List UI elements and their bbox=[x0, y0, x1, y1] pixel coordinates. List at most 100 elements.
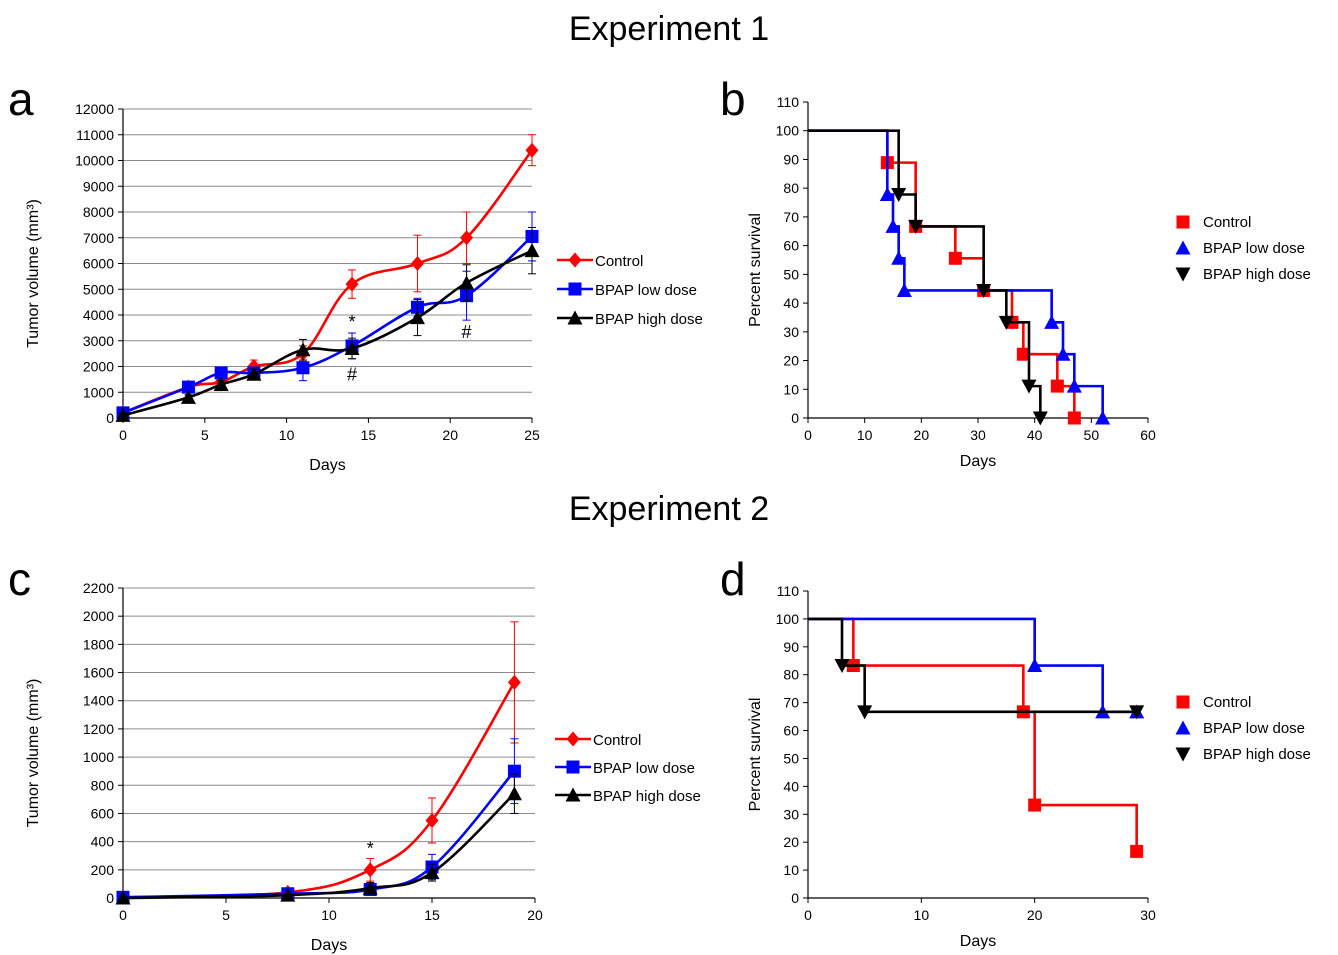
series-bpap-high-dose bbox=[115, 226, 540, 422]
data-point bbox=[424, 865, 440, 880]
y-tick-label: 6000 bbox=[83, 256, 114, 272]
y-tick-label: 40 bbox=[783, 295, 799, 311]
censor-marker bbox=[891, 188, 907, 203]
series-line bbox=[122, 149, 534, 415]
y-tick-label: 20 bbox=[783, 834, 799, 850]
censor-marker bbox=[1055, 346, 1071, 361]
y-tick-label: 7000 bbox=[83, 230, 114, 246]
censor-marker bbox=[834, 659, 850, 674]
y-tick-label: 600 bbox=[91, 805, 115, 821]
legend-label: BPAP high dose bbox=[1203, 746, 1311, 763]
y-tick-label: 400 bbox=[91, 834, 115, 850]
y-tick-label: 800 bbox=[91, 777, 115, 793]
data-point bbox=[214, 366, 228, 380]
chart-a: 0100020003000400050006000700080009000100… bbox=[25, 101, 703, 474]
y-tick-label: 3000 bbox=[83, 333, 114, 349]
legend-label: BPAP high dose bbox=[595, 311, 703, 328]
y-tick-label: 2200 bbox=[83, 580, 114, 596]
y-tick-label: 50 bbox=[783, 750, 799, 766]
x-tick-label: 20 bbox=[1027, 907, 1043, 923]
legend-label: BPAP low dose bbox=[1203, 720, 1305, 737]
censor-marker bbox=[1095, 410, 1111, 425]
series-control bbox=[808, 617, 1144, 858]
series-line bbox=[122, 770, 516, 899]
experiment-1-title: Experiment 1 bbox=[568, 10, 770, 48]
y-tick-label: 90 bbox=[783, 639, 799, 655]
legend-marker bbox=[566, 731, 580, 747]
x-axis-label: Days bbox=[309, 457, 345, 474]
legend-marker bbox=[566, 760, 580, 774]
data-point bbox=[425, 813, 439, 828]
y-tick-label: 60 bbox=[783, 723, 799, 739]
annotation-mark: # bbox=[462, 322, 472, 342]
y-tick-label: 200 bbox=[91, 862, 115, 878]
legend-marker bbox=[1176, 215, 1190, 229]
x-tick-label: 40 bbox=[1027, 427, 1043, 443]
x-tick-label: 20 bbox=[914, 427, 930, 443]
y-tick-label: 1400 bbox=[83, 693, 114, 709]
series-line bbox=[122, 792, 516, 900]
y-tick-label: 5000 bbox=[83, 281, 114, 297]
y-tick-label: 80 bbox=[783, 180, 799, 196]
censor-marker bbox=[1016, 347, 1030, 361]
y-tick-label: 50 bbox=[783, 266, 799, 282]
data-point bbox=[525, 142, 539, 158]
x-tick-label: 15 bbox=[361, 427, 377, 443]
x-tick-label: 5 bbox=[222, 907, 230, 923]
censor-marker bbox=[891, 250, 907, 265]
y-tick-label: 70 bbox=[783, 695, 799, 711]
annotation-mark: * bbox=[349, 312, 356, 332]
x-tick-label: 10 bbox=[279, 427, 295, 443]
censor-marker bbox=[1130, 844, 1144, 858]
legend-marker bbox=[565, 787, 581, 802]
data-point bbox=[115, 890, 131, 905]
y-tick-label: 2000 bbox=[83, 359, 114, 375]
data-point bbox=[363, 862, 377, 878]
data-point bbox=[213, 377, 229, 392]
data-point bbox=[246, 366, 262, 381]
y-tick-label: 100 bbox=[776, 611, 800, 627]
survival-line bbox=[808, 129, 1042, 418]
series-bpap-low-dose bbox=[116, 738, 521, 904]
censor-marker bbox=[1129, 705, 1145, 720]
y-tick-label: 11000 bbox=[76, 127, 114, 143]
y-tick-label: 90 bbox=[783, 151, 799, 167]
censor-marker bbox=[1044, 314, 1060, 329]
legend-label: BPAP high dose bbox=[1203, 266, 1311, 283]
censor-marker bbox=[1050, 379, 1064, 393]
y-tick-label: 0 bbox=[791, 890, 799, 906]
y-tick-label: 30 bbox=[783, 806, 799, 822]
data-point bbox=[280, 887, 296, 902]
survival-line bbox=[808, 617, 1138, 852]
y-tick-label: 1200 bbox=[83, 721, 114, 737]
y-tick-label: 110 bbox=[777, 94, 800, 110]
x-tick-label: 10 bbox=[321, 907, 337, 923]
y-axis-label: Tumor volume (mm³) bbox=[25, 679, 42, 828]
y-tick-label: 110 bbox=[777, 583, 800, 599]
legend-label: BPAP low dose bbox=[595, 282, 697, 299]
legend-label: BPAP high dose bbox=[593, 788, 701, 805]
x-tick-label: 0 bbox=[119, 907, 127, 923]
censor-marker bbox=[908, 219, 924, 234]
annotation-mark: * bbox=[367, 838, 374, 858]
y-tick-label: 0 bbox=[106, 890, 114, 906]
censor-marker bbox=[857, 705, 873, 720]
x-axis-label: Days bbox=[311, 937, 347, 954]
legend-label: Control bbox=[1203, 214, 1251, 231]
legend-marker bbox=[1175, 747, 1191, 762]
legend-marker bbox=[1175, 240, 1191, 255]
y-axis-label: Percent survival bbox=[747, 698, 764, 812]
y-tick-label: 9000 bbox=[83, 178, 114, 194]
survival-line bbox=[808, 129, 1076, 418]
experiment-2-title: Experiment 2 bbox=[568, 490, 770, 528]
y-tick-label: 10 bbox=[783, 862, 799, 878]
y-tick-label: 1000 bbox=[83, 384, 114, 400]
y-tick-label: 4000 bbox=[83, 307, 114, 323]
y-tick-label: 40 bbox=[783, 778, 799, 794]
data-point bbox=[180, 389, 196, 404]
censor-marker bbox=[879, 187, 895, 202]
y-tick-label: 1000 bbox=[83, 749, 114, 765]
legend-marker bbox=[568, 282, 582, 296]
x-axis-label: Days bbox=[960, 453, 996, 470]
x-tick-label: 30 bbox=[970, 427, 986, 443]
